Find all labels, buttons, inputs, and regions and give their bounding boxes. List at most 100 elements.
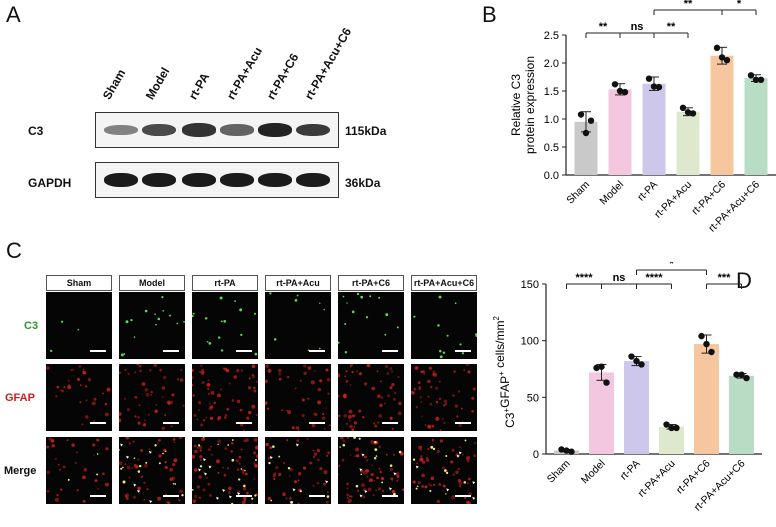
scale-bar xyxy=(163,495,179,497)
if-column-header: Model xyxy=(119,275,185,291)
if-row-label: GFAP xyxy=(5,392,35,404)
if-column-header: rt-PA+C6 xyxy=(338,275,404,291)
if-image-tile xyxy=(338,437,404,504)
if-image-tile xyxy=(265,437,331,504)
if-image-tile xyxy=(192,292,258,359)
if-column-header: rt-PA+Acu xyxy=(265,275,331,291)
blot-band xyxy=(258,173,292,187)
scale-bar xyxy=(382,350,398,352)
scale-bar xyxy=(90,422,106,424)
if-image-tile xyxy=(119,292,185,359)
blot-kda-c3: 115kDa xyxy=(345,124,387,138)
data-point xyxy=(679,104,687,112)
if-column-header: rt-PA xyxy=(192,275,258,291)
data-point xyxy=(587,117,595,124)
significance-label: **** xyxy=(575,272,593,284)
blot-band xyxy=(296,123,330,137)
scale-bar xyxy=(90,350,106,352)
bar xyxy=(694,344,719,454)
x-tick-label: rt-PA xyxy=(618,458,643,483)
y-tick-label: 0 xyxy=(533,449,539,461)
y-tick-label: 2.5 xyxy=(544,30,559,42)
data-point xyxy=(698,332,705,340)
data-point xyxy=(603,379,610,386)
scale-bar xyxy=(455,350,471,352)
scale-bar xyxy=(455,495,471,497)
scale-bar xyxy=(309,495,325,497)
scale-bar xyxy=(309,422,325,424)
panel-label-d: D xyxy=(736,268,752,293)
panel-label-c: C xyxy=(6,238,22,263)
if-column-header: rt-PA+Acu+C6 xyxy=(411,275,477,291)
data-point xyxy=(733,371,740,378)
y-tick-label: 1.0 xyxy=(544,114,559,126)
if-image-tile xyxy=(338,292,404,359)
data-point xyxy=(752,76,760,84)
data-point xyxy=(718,54,726,61)
data-point xyxy=(558,446,565,453)
blot-gapdh xyxy=(95,162,339,198)
panel-label-a: A xyxy=(6,2,21,27)
if-row-label: C3 xyxy=(24,320,39,332)
data-point xyxy=(633,357,640,365)
if-image-tile xyxy=(192,364,258,431)
y-axis-label: C3+GFAP+ cells/mm2 xyxy=(492,316,517,428)
x-tick-label: Model xyxy=(597,179,626,208)
bar xyxy=(589,372,614,454)
scale-bar xyxy=(382,422,398,424)
data-point xyxy=(593,364,600,372)
blot-band xyxy=(182,173,216,187)
x-tick-label: rt-PA+Acu xyxy=(636,458,678,500)
blot-lane-label: rt-PA+C6 xyxy=(263,51,302,102)
blot-lane-label: Sham xyxy=(99,66,129,102)
if-image-tile xyxy=(46,364,112,431)
significance-label: **** xyxy=(645,272,663,284)
blot-lane-label: rt-PA+Acu xyxy=(223,44,266,102)
if-image-tile xyxy=(119,437,185,504)
blot-lane-label: rt-PA+Acu+C6 xyxy=(301,25,355,102)
data-point xyxy=(708,348,715,356)
bar xyxy=(624,361,649,454)
significance-label: *** xyxy=(718,272,732,284)
data-point xyxy=(611,81,619,88)
significance-label: * xyxy=(737,0,742,10)
if-image-tile xyxy=(46,292,112,359)
if-column-header: Sham xyxy=(46,275,112,291)
blot-band xyxy=(104,124,138,136)
data-point xyxy=(638,361,645,368)
bar xyxy=(608,89,632,175)
data-point xyxy=(628,353,635,360)
data-point xyxy=(650,83,658,90)
bar xyxy=(642,83,666,175)
data-point xyxy=(689,110,697,117)
y-tick-label: 0.0 xyxy=(544,170,559,182)
if-image-tile xyxy=(46,437,112,504)
bar xyxy=(710,55,734,175)
data-point xyxy=(747,72,755,79)
data-point xyxy=(713,44,721,52)
if-row-label: Merge xyxy=(4,465,37,477)
blot-label-gapdh: GAPDH xyxy=(28,176,72,190)
y-tick-label: 2.0 xyxy=(544,58,559,70)
significance-label: ** xyxy=(599,21,608,33)
y-axis-label: Relative C3protein expression xyxy=(509,56,537,154)
if-image-tile xyxy=(411,292,477,359)
blot-lane-label: rt-PA xyxy=(185,70,213,102)
y-tick-label: 100 xyxy=(521,336,539,348)
blot-kda-gapdh: 36kDa xyxy=(345,176,381,190)
scale-bar xyxy=(382,495,398,497)
data-point xyxy=(577,111,585,118)
blot-band xyxy=(258,123,292,137)
if-image-tile xyxy=(411,364,477,431)
blot-label-c3: C3 xyxy=(28,124,44,138)
panel-label-b: B xyxy=(482,2,497,27)
x-tick-label: rt-PA xyxy=(635,179,660,204)
data-point xyxy=(598,363,605,370)
scale-bar xyxy=(236,495,252,497)
blot-band xyxy=(104,173,138,187)
data-point xyxy=(663,421,670,428)
blot-band xyxy=(142,173,176,187)
blot-band xyxy=(220,173,254,187)
data-point xyxy=(743,374,750,382)
scale-bar xyxy=(236,350,252,352)
